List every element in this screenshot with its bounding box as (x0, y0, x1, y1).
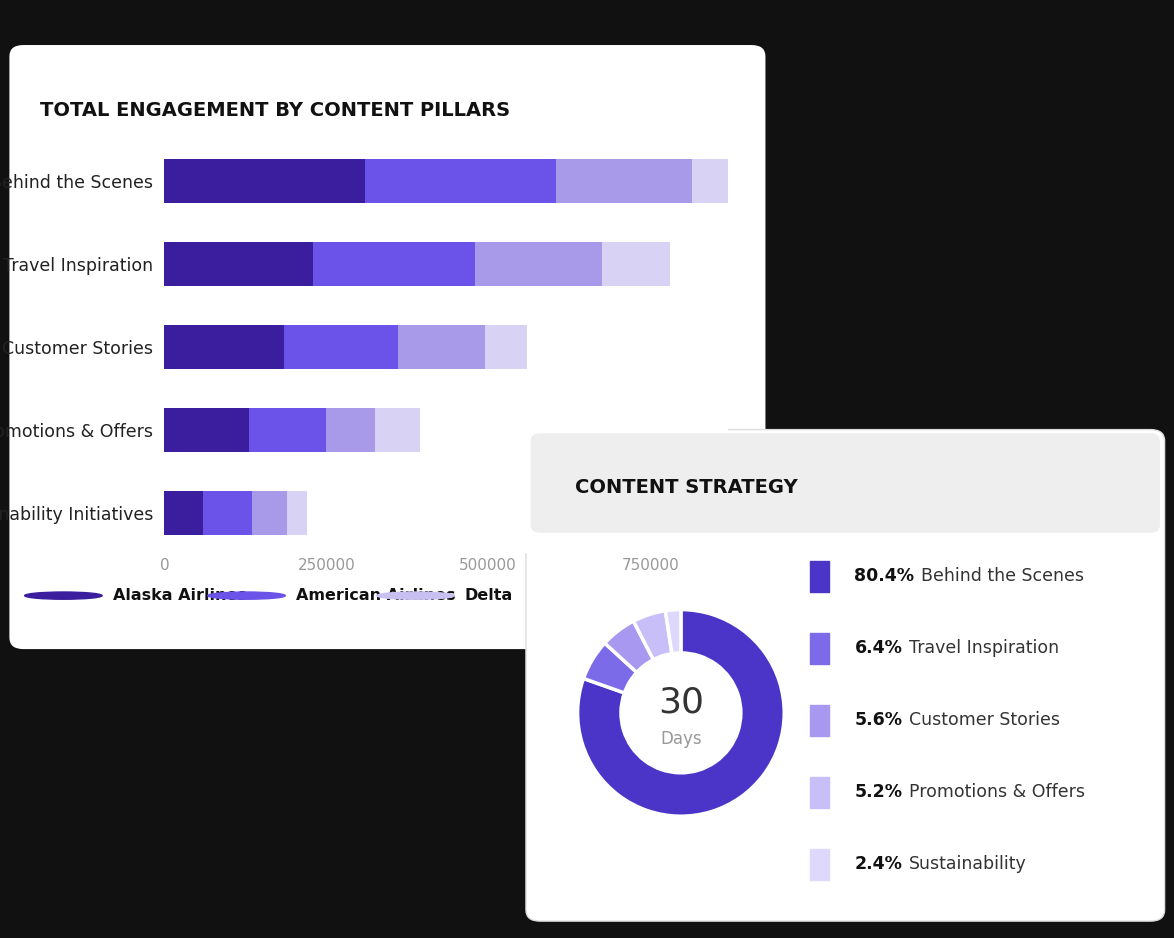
Bar (693, 159, 783, 203)
Bar (375, 408, 420, 452)
Wedge shape (666, 610, 681, 654)
Wedge shape (578, 610, 784, 816)
Circle shape (377, 592, 454, 599)
Bar (365, 159, 556, 203)
Bar (475, 242, 601, 286)
Wedge shape (634, 611, 672, 659)
Text: 5.6%: 5.6% (855, 711, 903, 730)
Text: Sustainability: Sustainability (909, 855, 1027, 873)
Bar (284, 325, 398, 369)
Text: Promotions & Offers: Promotions & Offers (909, 783, 1085, 801)
Text: CONTENT STRATEGY: CONTENT STRATEGY (575, 477, 798, 497)
Wedge shape (583, 643, 636, 693)
Bar (164, 325, 284, 369)
Bar (810, 849, 829, 880)
Wedge shape (605, 621, 654, 673)
Bar (251, 492, 288, 535)
Bar (326, 408, 375, 452)
Bar (810, 633, 829, 664)
Text: Delta: Delta (465, 588, 513, 603)
Bar (810, 777, 829, 808)
Text: Behind the Scenes: Behind the Scenes (922, 567, 1084, 585)
Bar (249, 408, 326, 452)
Text: Customer Stories: Customer Stories (909, 711, 1060, 730)
Bar (203, 492, 251, 535)
Text: 30: 30 (657, 686, 704, 719)
Text: 5.2%: 5.2% (855, 783, 903, 801)
Bar (398, 325, 485, 369)
Text: 80.4%: 80.4% (855, 567, 915, 585)
Text: TOTAL ENGAGEMENT BY CONTENT PILLARS: TOTAL ENGAGEMENT BY CONTENT PILLARS (40, 100, 511, 120)
Bar (485, 325, 527, 369)
Bar (313, 242, 475, 286)
Circle shape (25, 592, 102, 599)
Bar (164, 492, 203, 535)
Bar (810, 561, 829, 592)
Bar (288, 492, 306, 535)
Text: 6.4%: 6.4% (855, 640, 903, 658)
Circle shape (208, 592, 285, 599)
Text: American Airlines: American Airlines (296, 588, 456, 603)
Text: 2.4%: 2.4% (855, 855, 903, 873)
Bar (810, 704, 829, 736)
Text: Travel Inspiration: Travel Inspiration (909, 640, 1059, 658)
Text: Days: Days (660, 730, 702, 748)
Bar (556, 159, 693, 203)
Bar (164, 242, 313, 286)
Bar (164, 408, 249, 452)
Text: Alaska Airlines: Alaska Airlines (113, 588, 247, 603)
Bar (164, 159, 365, 203)
Bar (601, 242, 669, 286)
